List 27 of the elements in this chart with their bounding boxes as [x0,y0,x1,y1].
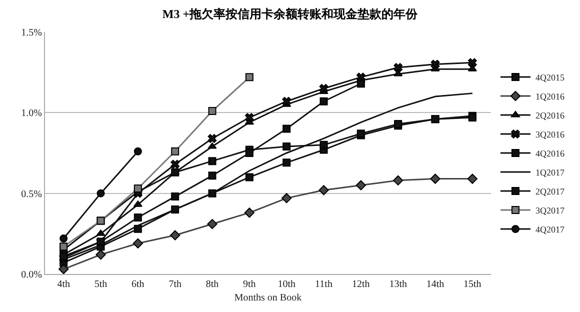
legend-label: 2Q2017 [535,186,565,197]
x-tick-label: 10th [278,279,296,290]
x-tick-label: 5th [94,279,108,290]
legend-label: 2Q2016 [535,110,565,121]
x-tick-label: 15th [464,279,482,290]
legend-label: 3Q2016 [535,130,565,140]
x-axis-title: Months on Book [234,292,302,304]
y-tick-label: 1.5% [21,28,42,38]
x-tick-label: 11th [315,279,332,290]
x-tick-label: 9th [243,279,256,290]
x-tick-label: 13th [389,279,407,290]
legend-label: 4Q2017 [535,224,565,235]
x-tick-label: 14th [426,279,444,290]
legend-label: 3Q2017 [535,206,565,216]
legend-label: 1Q2017 [535,168,565,178]
legend-label: 1Q2016 [535,92,565,102]
y-tick-label: 1.0% [21,108,42,120]
legend-label: 4Q2015 [535,72,565,83]
x-tick-label: 4th [57,279,70,290]
chart-title: M3 +拖欠率按信用卡余额转账和现金垫款的年份 [162,6,419,21]
x-tick-label: 8th [206,279,219,290]
x-tick-label: 7th [168,279,182,290]
legend-label: 4Q2016 [535,148,565,159]
x-tick-label: 12th [352,279,370,290]
y-tick-label: 0.0% [21,270,42,280]
y-tick-label: 0.5% [21,188,42,200]
x-tick-label: 6th [132,279,144,290]
